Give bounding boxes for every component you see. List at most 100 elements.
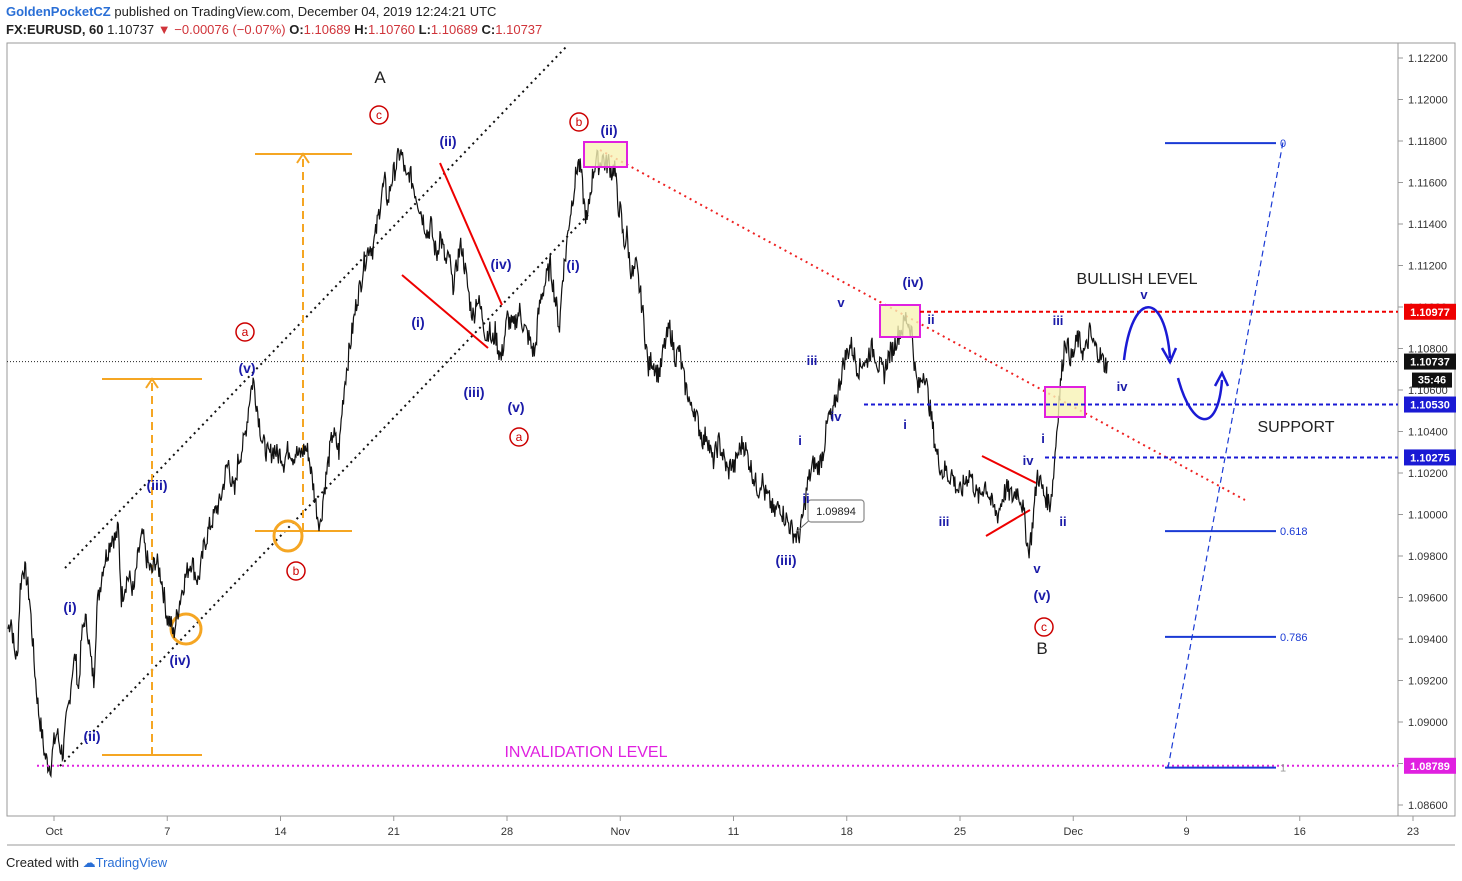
wave-label-ii-1: ii: [802, 491, 809, 506]
tradingview-logo-icon: ☁: [82, 855, 96, 870]
wave-label-v-paren-3: (v): [1033, 587, 1050, 603]
tradingview-link[interactable]: TradingView: [95, 855, 168, 870]
wave-label-A: A: [374, 68, 386, 87]
fib-level-label: 1: [1280, 763, 1286, 775]
footer: Created with ☁TradingView: [6, 855, 167, 871]
arrow-up-icon: [1213, 370, 1230, 387]
arrow-down-icon: [1160, 347, 1178, 365]
x-tick-label: 25: [954, 826, 966, 838]
y-tick-label: 1.09200: [1408, 676, 1448, 688]
low-label: L:: [418, 22, 431, 37]
y-tick-label: 1.09800: [1408, 551, 1448, 563]
wave-label-iii-paren-2: (iii): [464, 384, 485, 400]
label-bullish-level: BULLISH LEVEL: [1077, 271, 1198, 288]
y-tick-label: 1.11200: [1408, 261, 1447, 273]
x-tick-label: 28: [501, 826, 513, 838]
wave-label-v-3: v: [1140, 287, 1148, 302]
wave-circle-c-1: c: [369, 105, 389, 125]
y-tick-label: 1.10600: [1408, 385, 1448, 397]
wave-label-i-3: i: [1041, 431, 1045, 446]
price-label-support2: 1.10275: [1404, 449, 1456, 466]
x-tick-label: 9: [1183, 826, 1189, 838]
y-tick-label: 1.12000: [1408, 95, 1448, 107]
projection-arc-down: [1176, 377, 1224, 421]
published-text: published on TradingView.com, December 0…: [114, 4, 497, 19]
svg-text:1.10530: 1.10530: [1410, 400, 1450, 412]
low-value: 1.10689: [430, 22, 478, 37]
wave-label-v-1: v: [837, 295, 845, 310]
y-tick-label: 1.09000: [1408, 717, 1448, 729]
y-tick-label: 1.10400: [1408, 427, 1448, 439]
close-value: 1.10737: [495, 22, 543, 37]
low-callout-text: 1.09894: [816, 506, 856, 518]
y-tick-label: 1.11400: [1408, 219, 1447, 231]
highlight-box-2: [879, 304, 921, 338]
wave-label-ii-3: ii: [1059, 514, 1066, 529]
svg-text:1.10275: 1.10275: [1410, 452, 1450, 464]
wave-label-iii-paren-3: (iii): [776, 552, 797, 568]
y-tick-label: 1.11800: [1408, 136, 1447, 148]
wave-label-ii-paren-1: (ii): [83, 728, 100, 744]
wave-label-iv-paren-3: (iv): [903, 274, 924, 290]
svg-text:1.10737: 1.10737: [1410, 357, 1450, 369]
publish-header: GoldenPocketCZ published on TradingView.…: [6, 4, 496, 19]
red-trendline: [599, 149, 1246, 501]
price-label-current: 1.10737 35:46: [1404, 353, 1456, 388]
y-tick-label: 1.10800: [1408, 344, 1448, 356]
wave-label-iv-paren-2: (iv): [491, 256, 512, 272]
y-tick-label: 1.12200: [1408, 53, 1448, 65]
wave-label-i-paren-3: (i): [566, 257, 579, 273]
wave-label-iii-3: iii: [1053, 313, 1064, 328]
wave-label-v-paren-2: (v): [507, 399, 524, 415]
svg-text:a: a: [516, 430, 523, 444]
price-label-invalidation: 1.08789: [1404, 757, 1456, 774]
highlight-box-1: [583, 141, 628, 168]
wave-label-ii-paren-3: (ii): [600, 122, 617, 138]
label-support: SUPPORT: [1257, 419, 1334, 436]
svg-text:1.08789: 1.08789: [1410, 761, 1450, 773]
orange-circle-iv: [169, 612, 203, 646]
wave-circle-b-2: b: [286, 561, 306, 581]
y-axis-ticks: 1.12200 1.12000 1.11800 1.11600 1.11400 1.112…: [1398, 53, 1448, 812]
wave-circle-a-2: a: [509, 427, 529, 447]
svg-text:b: b: [576, 115, 583, 129]
wave-label-iv-paren-1: (iv): [170, 652, 191, 668]
svg-text:b: b: [293, 564, 300, 578]
wave-label-iii-1: iii: [807, 353, 818, 368]
wave-label-ii-2: ii: [927, 312, 934, 327]
y-tick-label: 1.09400: [1408, 634, 1448, 646]
price-change: −0.00076 (−0.07%): [174, 22, 286, 37]
svg-text:a: a: [242, 325, 249, 339]
price-label-support1: 1.10530: [1404, 396, 1456, 413]
x-tick-label: 14: [274, 826, 286, 838]
wave-circle-c-2: c: [1034, 617, 1054, 637]
wave-label-B: B: [1036, 639, 1047, 658]
y-tick-label: 1.11600: [1408, 178, 1447, 190]
svg-text:1.10977: 1.10977: [1410, 307, 1450, 319]
red-wedge-line-4: [985, 509, 1031, 537]
svg-text:c: c: [376, 108, 382, 122]
fib-level-label: 0.786: [1280, 632, 1308, 644]
wave-circle-b-1: b: [569, 112, 589, 132]
x-tick-label: Oct: [45, 826, 62, 838]
down-arrow-icon: ▼: [157, 22, 171, 37]
x-axis-ticks: Oct 7 14 21 28 Nov 11 18 25 Dec 9 16 23: [45, 816, 1419, 838]
wave-label-iv-2: iv: [1023, 453, 1035, 468]
svg-text:35:46: 35:46: [1418, 375, 1446, 387]
last-price: 1.10737: [107, 22, 155, 37]
wave-label-iv-1: iv: [831, 409, 843, 424]
orange-measure-2: [255, 152, 352, 532]
red-wedge-line-2: [401, 274, 489, 349]
open-value: 1.10689: [303, 22, 351, 37]
publisher-name[interactable]: GoldenPocketCZ: [6, 4, 111, 19]
x-tick-label: Nov: [610, 826, 630, 838]
highlight-box-3: [1044, 386, 1086, 418]
created-with-label: Created with: [6, 855, 79, 870]
y-tick-label: 1.10200: [1408, 468, 1448, 480]
wave-label-iii-2: iii: [939, 514, 950, 529]
open-label: O:: [289, 22, 304, 37]
y-tick-label: 1.08600: [1408, 800, 1448, 812]
wave-label-ii-paren-2: (ii): [439, 133, 456, 149]
